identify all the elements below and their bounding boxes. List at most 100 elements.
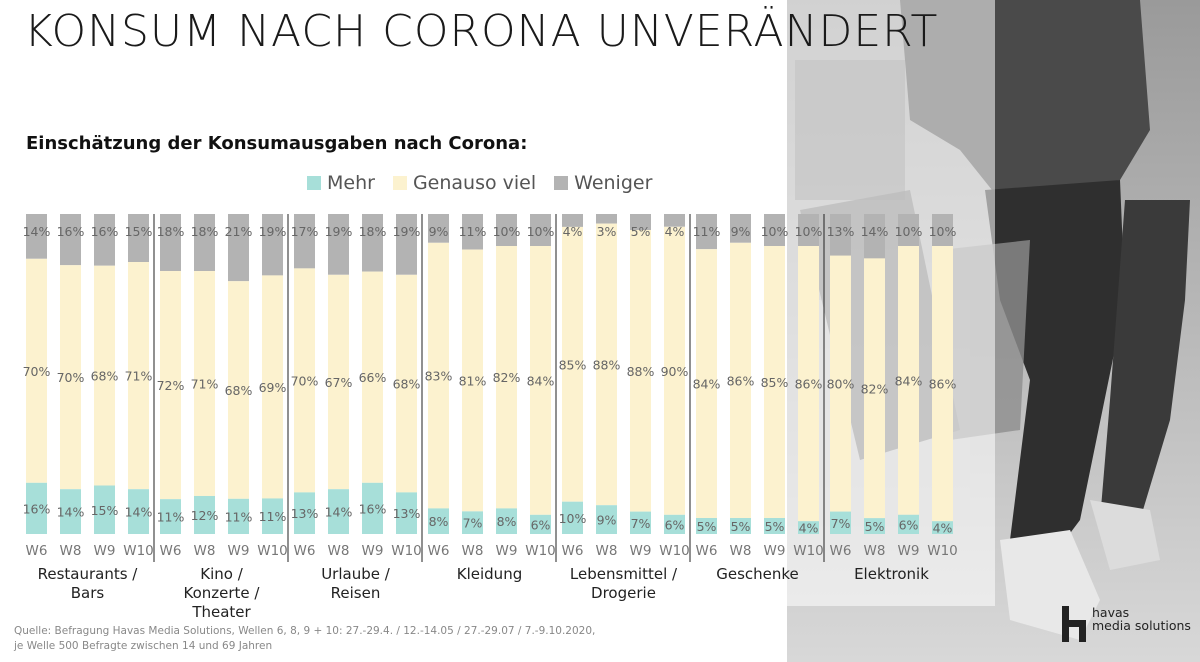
page-title: KONSUM NACH CORONA UNVERÄNDERT <box>24 6 939 57</box>
bar-segment-mehr <box>396 492 417 534</box>
wave-tick-label: W10 <box>793 543 824 559</box>
brand-name-line-1: havas <box>1092 605 1130 620</box>
bar-segment-mehr <box>262 498 283 534</box>
data-label-genauso: 71% <box>125 369 153 384</box>
wave-tick-label: W6 <box>428 543 450 559</box>
group-label: Lebensmittel / <box>570 565 678 583</box>
legend-item-weniger: Weniger <box>554 172 652 194</box>
data-label-weniger: 18% <box>191 224 219 239</box>
data-label-mehr: 4% <box>933 521 953 536</box>
group-label: Reisen <box>331 584 381 602</box>
data-label-weniger: 11% <box>459 224 487 239</box>
wave-tick-label: W9 <box>362 543 384 559</box>
bar-segment-genauso <box>462 249 483 512</box>
wave-tick-label: W6 <box>562 543 584 559</box>
bar-segment-weniger <box>294 214 315 269</box>
data-label-weniger: 16% <box>91 224 119 239</box>
data-label-mehr: 6% <box>899 517 919 532</box>
group-label: Geschenke <box>716 565 799 583</box>
bar-segment-weniger <box>562 214 583 227</box>
bar-segment-mehr <box>830 511 851 534</box>
brand-name-line-2: media solutions <box>1092 618 1191 633</box>
bar-segment-weniger <box>94 214 115 266</box>
data-label-genauso: 82% <box>861 381 889 396</box>
bar-segment-weniger <box>26 214 47 259</box>
legend-swatch-genauso <box>392 176 407 190</box>
bar-segment-weniger <box>864 214 885 259</box>
bar-segment-mehr <box>798 521 819 534</box>
bar-segment-genauso <box>696 249 717 518</box>
bar-segment-genauso <box>630 230 651 512</box>
source-line-1: Quelle: Befragung Havas Media Solutions,… <box>14 625 596 637</box>
data-label-weniger: 18% <box>157 224 185 239</box>
bar-segment-genauso <box>932 246 953 522</box>
wave-tick-label: W10 <box>525 543 556 559</box>
source-line-2: je Welle 500 Befragte zwischen 14 und 69… <box>14 640 273 652</box>
data-label-genauso: 85% <box>559 357 587 372</box>
havas-logo-icon <box>1062 606 1086 642</box>
data-label-genauso: 66% <box>359 370 387 385</box>
legend-label-weniger: Weniger <box>574 172 653 194</box>
data-label-weniger: 19% <box>393 224 421 239</box>
group-label: Kleidung <box>457 565 522 583</box>
bar-segment-mehr <box>26 482 47 534</box>
data-label-weniger: 16% <box>57 224 85 239</box>
data-label-weniger: 14% <box>861 224 889 239</box>
chart-title: Einschätzung der Konsumausgaben nach Cor… <box>26 133 528 154</box>
wave-tick-label: W9 <box>898 543 920 559</box>
data-label-weniger: 10% <box>527 224 555 239</box>
wave-tick-label: W6 <box>26 543 48 559</box>
bar-segment-mehr <box>362 482 383 534</box>
data-label-weniger: 11% <box>693 224 721 239</box>
data-label-weniger: 15% <box>125 224 153 239</box>
stacked-bar-chart: 14% 70% 16% W6 16% 70% 14% W8 16% 68% 15% W9 15% 71% 1… <box>23 214 958 621</box>
bar-segment-genauso <box>294 268 315 493</box>
legend-label-mehr: Mehr <box>327 172 375 194</box>
data-label-mehr: 11% <box>157 510 185 525</box>
bar-segment-mehr <box>730 518 751 534</box>
bar-segment-genauso <box>160 271 181 500</box>
bar-segment-weniger <box>898 214 919 246</box>
legend-swatch-mehr <box>307 176 321 190</box>
bar-segment-weniger <box>830 214 851 256</box>
data-label-mehr: 14% <box>325 505 353 520</box>
group-label: Restaurants / <box>38 565 139 583</box>
bar-segment-weniger <box>630 214 651 230</box>
group-label: Konzerte / <box>184 584 261 602</box>
data-label-weniger: 14% <box>23 224 51 239</box>
bar-segment-weniger <box>428 214 449 243</box>
data-label-genauso: 84% <box>895 373 923 388</box>
bar-segment-mehr <box>898 514 919 534</box>
data-label-genauso: 81% <box>459 373 487 388</box>
data-label-weniger: 18% <box>359 224 387 239</box>
data-label-genauso: 68% <box>225 383 253 398</box>
data-label-mehr: 16% <box>359 501 387 516</box>
bar-segment-genauso <box>396 274 417 493</box>
bar-segment-mehr <box>496 508 517 534</box>
bar-segment-weniger <box>160 214 181 272</box>
data-label-mehr: 11% <box>259 509 287 524</box>
group-label: Kino / <box>200 565 243 583</box>
wave-tick-label: W9 <box>496 543 518 559</box>
wave-tick-label: W9 <box>764 543 786 559</box>
data-label-weniger: 4% <box>563 224 583 239</box>
data-label-mehr: 5% <box>865 519 885 534</box>
bar-segment-mehr <box>328 489 349 534</box>
wave-tick-label: W10 <box>257 543 288 559</box>
data-label-genauso: 70% <box>57 370 85 385</box>
data-label-mehr: 7% <box>631 516 651 531</box>
brand-logo: havas media solutions <box>1062 606 1191 642</box>
data-label-mehr: 7% <box>463 516 483 531</box>
data-label-genauso: 72% <box>157 378 185 393</box>
bar-segment-mehr <box>630 511 651 534</box>
wave-tick-label: W10 <box>391 543 422 559</box>
bar-segment-mehr <box>462 511 483 534</box>
legend-swatch-weniger <box>554 176 569 190</box>
wave-tick-label: W10 <box>659 543 690 559</box>
data-label-genauso: 90% <box>661 364 689 379</box>
bar-segment-genauso <box>864 258 885 519</box>
data-label-mehr: 14% <box>125 505 153 520</box>
data-label-weniger: 9% <box>731 224 751 239</box>
bar-segment-weniger <box>596 214 617 224</box>
bar-segment-genauso <box>428 242 449 509</box>
